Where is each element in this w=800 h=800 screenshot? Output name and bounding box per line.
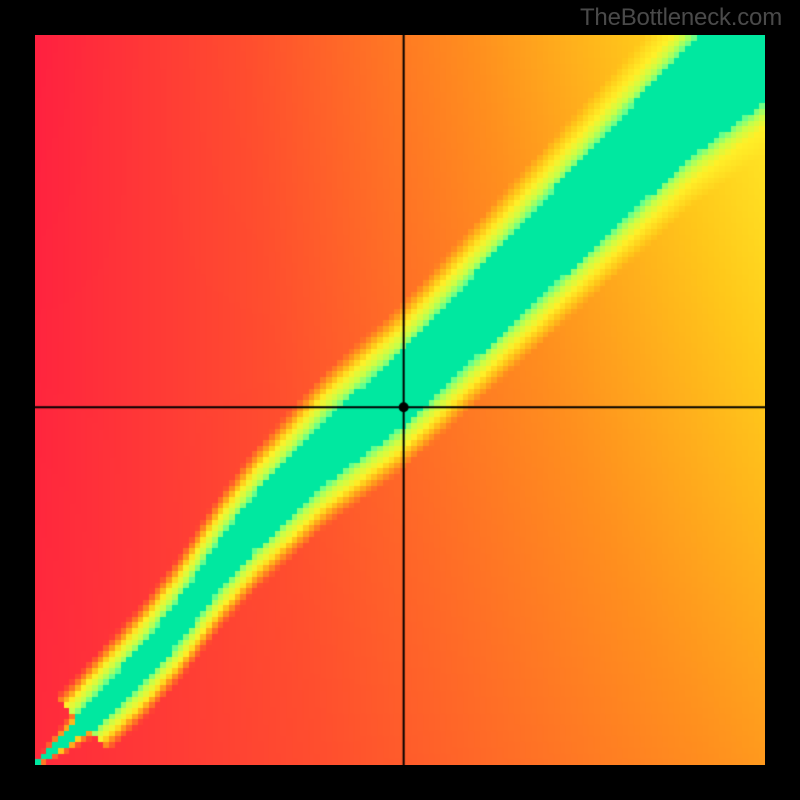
heatmap-canvas bbox=[35, 35, 765, 765]
plot-area bbox=[35, 35, 765, 765]
watermark-text: TheBottleneck.com bbox=[580, 4, 782, 32]
chart-container: TheBottleneck.com bbox=[0, 0, 800, 800]
